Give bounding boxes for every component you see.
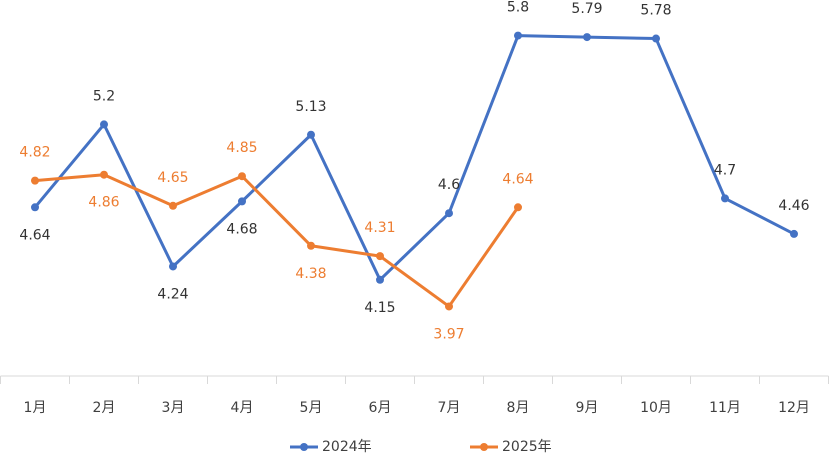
series-line bbox=[33, 34, 795, 282]
data-label: 5.8 bbox=[507, 0, 529, 16]
data-point bbox=[445, 302, 453, 311]
data-point bbox=[721, 194, 729, 203]
data-point bbox=[514, 203, 522, 212]
data-label: 5.78 bbox=[640, 3, 671, 19]
legend-label: 2024年 bbox=[322, 439, 372, 455]
x-tick-label: 4月 bbox=[231, 400, 254, 416]
data-point bbox=[169, 201, 177, 210]
data-label: 4.6 bbox=[438, 177, 460, 193]
data-label: 4.46 bbox=[778, 198, 809, 214]
data-point bbox=[790, 229, 798, 238]
data-label: 4.65 bbox=[157, 170, 188, 186]
data-point bbox=[31, 176, 39, 185]
data-label: 4.7 bbox=[714, 162, 736, 178]
data-label: 5.13 bbox=[295, 99, 326, 115]
data-label: 4.64 bbox=[502, 171, 533, 187]
data-label: 4.31 bbox=[364, 220, 395, 236]
data-label: 5.79 bbox=[571, 1, 602, 17]
legend-marker bbox=[480, 443, 488, 451]
data-label: 4.86 bbox=[88, 195, 119, 211]
data-point bbox=[169, 262, 177, 271]
data-point bbox=[31, 203, 39, 212]
data-point bbox=[100, 170, 108, 179]
data-label: 4.15 bbox=[364, 300, 395, 316]
data-label: 4.38 bbox=[295, 266, 326, 282]
data-point bbox=[238, 172, 246, 181]
data-label: 3.97 bbox=[433, 326, 464, 342]
x-tick-label: 10月 bbox=[640, 400, 672, 416]
data-label: 4.24 bbox=[157, 286, 188, 302]
legend-marker bbox=[300, 443, 308, 451]
data-point bbox=[238, 197, 246, 206]
x-tick-label: 6月 bbox=[369, 400, 392, 416]
data-label: 5.2 bbox=[93, 88, 115, 104]
series-line bbox=[34, 173, 520, 308]
x-tick-label: 5月 bbox=[300, 400, 323, 416]
x-tick-label: 8月 bbox=[507, 400, 530, 416]
x-tick-label: 2月 bbox=[93, 400, 116, 416]
legend-label: 2025年 bbox=[502, 439, 552, 455]
data-point bbox=[583, 33, 591, 42]
data-label: 4.82 bbox=[19, 145, 50, 161]
data-label: 4.64 bbox=[19, 227, 50, 243]
data-point bbox=[445, 209, 453, 218]
x-tick-label: 1月 bbox=[24, 400, 47, 416]
data-point bbox=[652, 34, 660, 43]
data-point bbox=[376, 252, 384, 261]
x-tick-label: 11月 bbox=[709, 400, 741, 416]
data-point bbox=[514, 31, 522, 40]
x-tick-label: 7月 bbox=[438, 400, 461, 416]
x-tick-label: 12月 bbox=[778, 400, 810, 416]
x-tick-label: 3月 bbox=[162, 400, 185, 416]
data-point bbox=[307, 241, 315, 250]
x-tick-label: 9月 bbox=[576, 400, 599, 416]
data-label: 4.85 bbox=[226, 140, 257, 156]
data-label: 4.68 bbox=[226, 221, 257, 237]
data-point bbox=[376, 275, 384, 284]
data-point bbox=[307, 130, 315, 139]
data-point bbox=[100, 120, 108, 129]
